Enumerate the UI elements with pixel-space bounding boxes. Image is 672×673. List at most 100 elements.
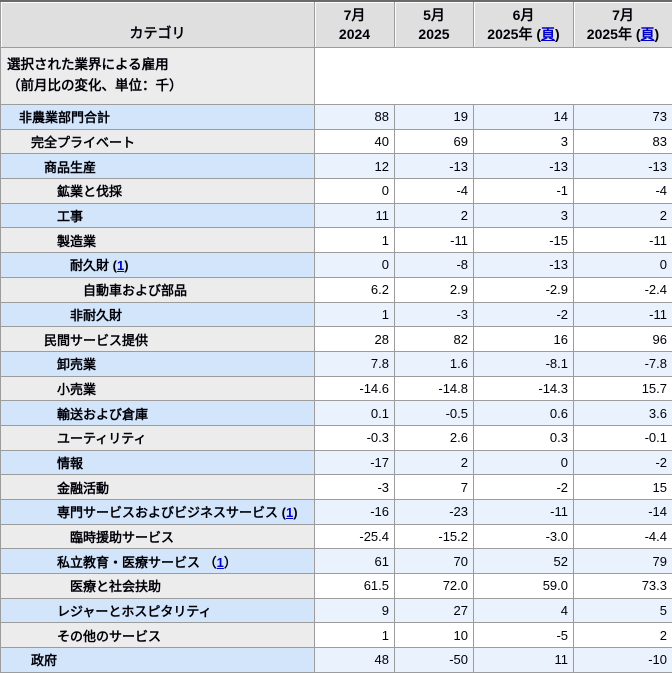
category-cell: 政府: [1, 648, 315, 673]
category-cell: 金融活動: [1, 475, 315, 500]
value-cell: 72.0: [395, 574, 474, 599]
category-cell: 商品生産: [1, 154, 315, 179]
value-cell: 4: [474, 598, 574, 623]
year-label: 2025: [395, 25, 473, 44]
subtitle-line-1: 選択された業界による雇用: [7, 54, 310, 75]
category-cell: ユーティリティ: [1, 425, 315, 450]
category-label: 非農業部門合計: [19, 110, 110, 125]
category-cell: 医療と社会扶助: [1, 574, 315, 599]
category-cell: 製造業: [1, 228, 315, 253]
value-cell: -11: [474, 500, 574, 525]
value-cell: -13: [574, 154, 672, 179]
value-cell: 70: [395, 549, 474, 574]
footnote-link[interactable]: 1: [286, 505, 293, 520]
month-label: 7月: [574, 6, 672, 25]
value-cell: -23: [395, 500, 474, 525]
category-label: レジャーとホスピタリティ: [57, 604, 212, 619]
value-cell: 10: [395, 623, 474, 648]
value-cell: 3: [474, 203, 574, 228]
category-label: 小売業: [57, 382, 96, 397]
value-cell: 19: [395, 105, 474, 130]
value-cell: -4: [574, 179, 672, 204]
value-cell: -1: [474, 179, 574, 204]
value-cell: 0.1: [315, 401, 395, 426]
value-cell: 1.6: [395, 351, 474, 376]
category-label: 医療と社会扶助: [70, 579, 161, 594]
month-label: 6月: [474, 6, 573, 25]
category-label: 非耐久財: [70, 308, 122, 323]
value-cell: 1: [315, 228, 395, 253]
category-cell: 私立教育・医療サービス （1）: [1, 549, 315, 574]
value-cell: 27: [395, 598, 474, 623]
category-label: 工事: [57, 209, 83, 224]
value-cell: -2.9: [474, 277, 574, 302]
value-cell: 61: [315, 549, 395, 574]
category-label: 私立教育・医療サービス: [57, 555, 200, 570]
category-cell: 情報: [1, 450, 315, 475]
footnote-link[interactable]: 1: [217, 555, 224, 570]
value-cell: 1: [315, 623, 395, 648]
value-cell: 96: [574, 327, 672, 352]
category-cell: 非農業部門合計: [1, 105, 315, 130]
category-cell: 工事: [1, 203, 315, 228]
preliminary-link[interactable]: 頁: [641, 26, 655, 42]
value-cell: 40: [315, 129, 395, 154]
value-cell: 2.6: [395, 425, 474, 450]
subtitle-line-2: （前月比の変化、単位：千）: [7, 75, 310, 96]
value-cell: 0: [315, 253, 395, 278]
value-cell: -15.2: [395, 524, 474, 549]
category-cell: 非耐久財: [1, 302, 315, 327]
value-cell: -14.8: [395, 376, 474, 401]
value-cell: 15.7: [574, 376, 672, 401]
value-cell: 59.0: [474, 574, 574, 599]
footnote-link[interactable]: 1: [117, 258, 124, 273]
year-label: 2024: [315, 25, 394, 44]
category-label: 臨時援助サービス: [70, 530, 174, 545]
category-cell: 卸売業: [1, 351, 315, 376]
category-cell: 臨時援助サービス: [1, 524, 315, 549]
category-label: ユーティリティ: [57, 431, 146, 446]
value-cell: -17: [315, 450, 395, 475]
category-label: 商品生産: [44, 160, 96, 175]
value-cell: -25.4: [315, 524, 395, 549]
category-cell: 輸送および倉庫: [1, 401, 315, 426]
subtitle-row: 選択された業界による雇用 （前月比の変化、単位：千）: [1, 48, 672, 105]
value-cell: -3.0: [474, 524, 574, 549]
value-cell: -14: [574, 500, 672, 525]
year-label: 2025年 (頁): [574, 25, 672, 44]
value-cell: -5: [474, 623, 574, 648]
preliminary-link[interactable]: 頁: [541, 26, 555, 42]
value-cell: 0: [574, 253, 672, 278]
category-cell: 小売業: [1, 376, 315, 401]
value-cell: 0: [474, 450, 574, 475]
value-cell: -11: [574, 302, 672, 327]
month-label: 7月: [315, 6, 394, 25]
month-label: 5月: [395, 6, 473, 25]
value-cell: 15: [574, 475, 672, 500]
value-cell: -16: [315, 500, 395, 525]
value-cell: 88: [315, 105, 395, 130]
category-cell: 民間サービス提供: [1, 327, 315, 352]
value-cell: 3.6: [574, 401, 672, 426]
value-cell: -13: [474, 154, 574, 179]
category-cell: 鉱業と伐採: [1, 179, 315, 204]
value-cell: -50: [395, 648, 474, 673]
value-cell: 82: [395, 327, 474, 352]
